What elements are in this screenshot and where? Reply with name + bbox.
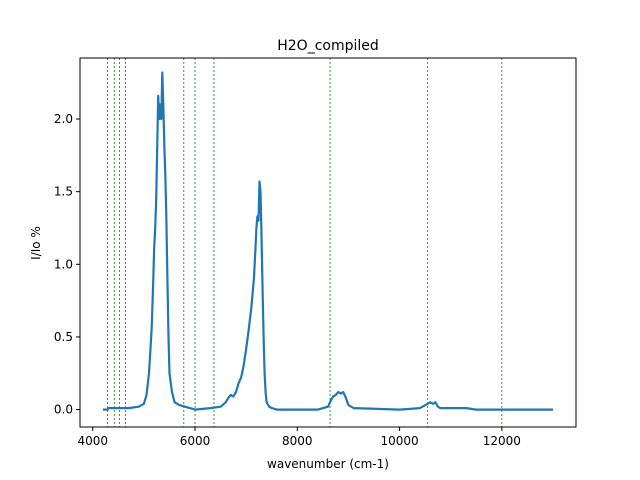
x-tick-label: 4000 [78, 434, 109, 448]
x-tick-label: 6000 [180, 434, 211, 448]
y-tick-label: 0.5 [54, 330, 73, 344]
y-tick-label: 2.0 [54, 112, 73, 126]
chart-title: H2O_compiled [277, 38, 379, 54]
series-layer [103, 71, 553, 411]
x-tick-label: 8000 [282, 434, 313, 448]
y-axis-label: I/Io % [29, 226, 43, 260]
vertical-markers [107, 58, 503, 427]
x-axis-label: wavenumber (cm-1) [267, 457, 389, 471]
axes [79, 57, 577, 428]
ticks: 4000 6000 8000 10000 12000 0.0 0.5 1.0 1.5 2.0 [54, 112, 521, 448]
x-tick-label: 10000 [380, 434, 418, 448]
series-line [103, 71, 553, 411]
y-tick-label: 0.0 [54, 403, 73, 417]
plot-frame [79, 57, 577, 428]
x-tick-label: 12000 [483, 434, 521, 448]
y-tick-label: 1.0 [54, 257, 73, 271]
y-tick-label: 1.5 [54, 185, 73, 199]
